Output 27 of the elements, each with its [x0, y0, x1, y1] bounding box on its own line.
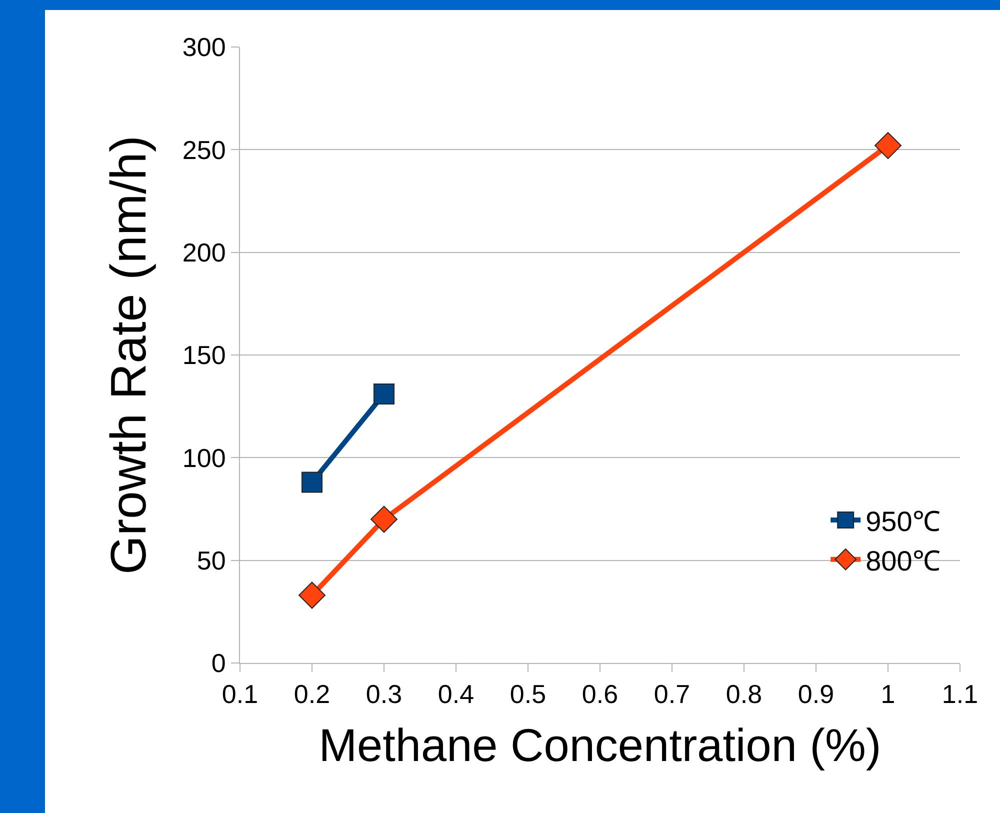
y-tick-label: 300: [182, 32, 226, 62]
legend-label: 800℃: [866, 545, 940, 576]
y-tick-label: 0: [211, 648, 226, 678]
x-tick-label: 0.6: [582, 679, 618, 710]
x-tick-label: 0.7: [654, 679, 690, 710]
y-tick-label: 50: [196, 545, 226, 576]
x-tick-label: 0.8: [726, 679, 762, 710]
x-tick-label: 0.9: [798, 679, 834, 710]
point: [370, 506, 398, 533]
point: [298, 582, 326, 609]
x-tick-label: 0.4: [438, 679, 474, 710]
x-tick-label: 0.3: [366, 679, 402, 710]
x-tick-label: 1: [880, 679, 896, 710]
y-axis-title: Growth Rate (nm/h): [100, 135, 156, 575]
x-tick-label: 0.5: [510, 679, 546, 710]
point: [374, 384, 394, 405]
x-tick-label: 0.2: [294, 679, 330, 710]
y-tick-label: 100: [182, 442, 226, 473]
point: [302, 472, 322, 493]
x-tick-label: 0.1: [222, 679, 258, 710]
legend-label: 950℃: [866, 506, 940, 537]
x-tick-label: 1.1: [942, 679, 978, 710]
y-tick-label: 150: [182, 340, 226, 370]
point: [874, 132, 902, 160]
x-axis-title: Methane Concentration (%): [318, 718, 882, 771]
y-tick-label: 250: [182, 134, 226, 165]
y-tick-label: 200: [182, 237, 226, 268]
